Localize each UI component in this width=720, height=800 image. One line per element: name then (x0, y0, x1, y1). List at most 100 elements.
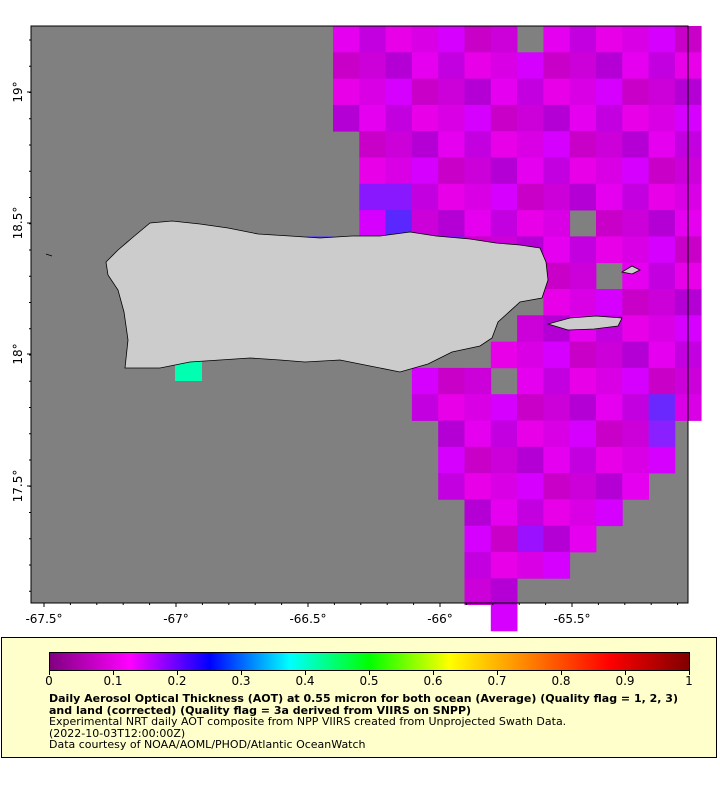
x-tick-label: -66.5° (289, 612, 326, 626)
aot-cell (648, 183, 676, 211)
aot-cell (596, 289, 623, 316)
aot-cell (569, 289, 597, 316)
aot-cell (517, 446, 544, 474)
aot-cell (622, 420, 649, 448)
x-tick-label: -67° (163, 612, 189, 626)
aot-cell (411, 157, 439, 185)
aot-cell (569, 341, 597, 369)
aot-cell (543, 236, 571, 264)
aot-cell (490, 525, 518, 553)
x-tick-label: -66° (427, 612, 453, 626)
aot-cell (596, 52, 623, 79)
vieques-island (546, 315, 623, 331)
aot-cell (333, 104, 360, 132)
aot-cell (490, 604, 518, 632)
aot-cell (464, 131, 492, 158)
aot-cell (517, 315, 544, 342)
aot-cell (648, 236, 676, 264)
aot-cell (596, 131, 623, 158)
aot-cell (648, 78, 676, 106)
aot-cell (464, 394, 492, 421)
aot-cell (464, 499, 492, 527)
aot-cell (464, 420, 492, 448)
aot-cell (438, 446, 465, 474)
y-tick-label: 18.5° (11, 207, 25, 240)
aot-cell (464, 78, 492, 106)
aot-cell (411, 131, 439, 158)
aot-cell (438, 183, 465, 211)
aot-cell (411, 394, 439, 421)
legend-line-3: Data courtesy of NOAA/AOML/PHOD/Atlantic… (49, 738, 366, 751)
aot-cell (359, 26, 386, 53)
aot-cell (622, 394, 649, 421)
aot-cell (464, 552, 492, 579)
aot-cell (359, 210, 386, 237)
puerto-rico-landmass (105, 220, 549, 373)
aot-cell (438, 420, 465, 448)
colorbar-tick-label: 0.8 (551, 674, 571, 688)
aot-cell (622, 289, 649, 316)
colorbar-tick-label: 0.5 (359, 674, 379, 688)
aot-cell (622, 236, 649, 264)
aot-cell (385, 26, 413, 53)
aot-cell (464, 367, 492, 395)
aot-cell (648, 341, 676, 369)
aot-cell (490, 341, 518, 369)
aot-cell (359, 183, 386, 211)
aot-cell (411, 78, 439, 106)
aot-cell (517, 210, 544, 237)
aot-cell (464, 525, 492, 553)
aot-cell (648, 394, 676, 421)
aot-cell (490, 394, 518, 421)
legend-panel: 0 0.1 0.2 0.3 0.4 0.5 0.6 0.7 0.8 0.9 1 Daily Aero… (1, 637, 717, 758)
aot-cell (543, 420, 571, 448)
aot-cell (543, 525, 571, 553)
aot-cell (569, 525, 597, 553)
aot-cell (490, 473, 518, 500)
aot-cell (517, 131, 544, 158)
aot-map: -67.5° -67° -66.5° -66° -65.5° 19° 18.5° 18° 17… (11, 25, 702, 632)
aot-cell (438, 157, 465, 185)
aot-cell (596, 236, 623, 264)
aot-cell (490, 446, 518, 474)
aot-cell (648, 367, 676, 395)
aot-cell (622, 183, 649, 211)
aot-cell (543, 210, 571, 237)
aot-cell (596, 26, 623, 53)
aot-cell (359, 104, 386, 132)
aot-cell (490, 183, 518, 211)
culebra-island (620, 265, 641, 275)
colorbar-tick (241, 671, 242, 675)
aot-cell (543, 367, 571, 395)
colorbar-tick-label: 0.7 (487, 674, 507, 688)
aot-cell (569, 131, 597, 158)
aot-cell (622, 341, 649, 369)
aot-cell (438, 26, 465, 53)
aot-cell (464, 52, 492, 79)
aot-cell (569, 52, 597, 79)
aot-cell (648, 262, 676, 290)
aot-cell (543, 552, 571, 579)
x-tick-label: -65.5° (553, 612, 590, 626)
aot-cell (438, 52, 465, 79)
aot-cell (543, 78, 571, 106)
colorbar (49, 652, 690, 671)
colorbar-tick (369, 671, 370, 675)
aot-cell (648, 52, 676, 79)
aot-cell (622, 78, 649, 106)
aot-cell (648, 210, 676, 237)
aot-cell (543, 499, 571, 527)
aot-cell (543, 341, 571, 369)
aot-cell (411, 104, 439, 132)
aot-cell (490, 26, 518, 53)
legend-title: Daily Aerosol Optical Thickness (AOT) at… (49, 692, 678, 717)
x-tick-label: -67.5° (25, 612, 62, 626)
aot-cell (622, 210, 649, 237)
colorbar-tick-label: 1 (685, 674, 693, 688)
aot-cell (464, 578, 492, 605)
y-tick-label: 19° (11, 81, 25, 102)
aot-cell (490, 210, 518, 237)
aot-cell (359, 157, 386, 185)
aot-cell (596, 104, 623, 132)
aot-cell (596, 394, 623, 421)
